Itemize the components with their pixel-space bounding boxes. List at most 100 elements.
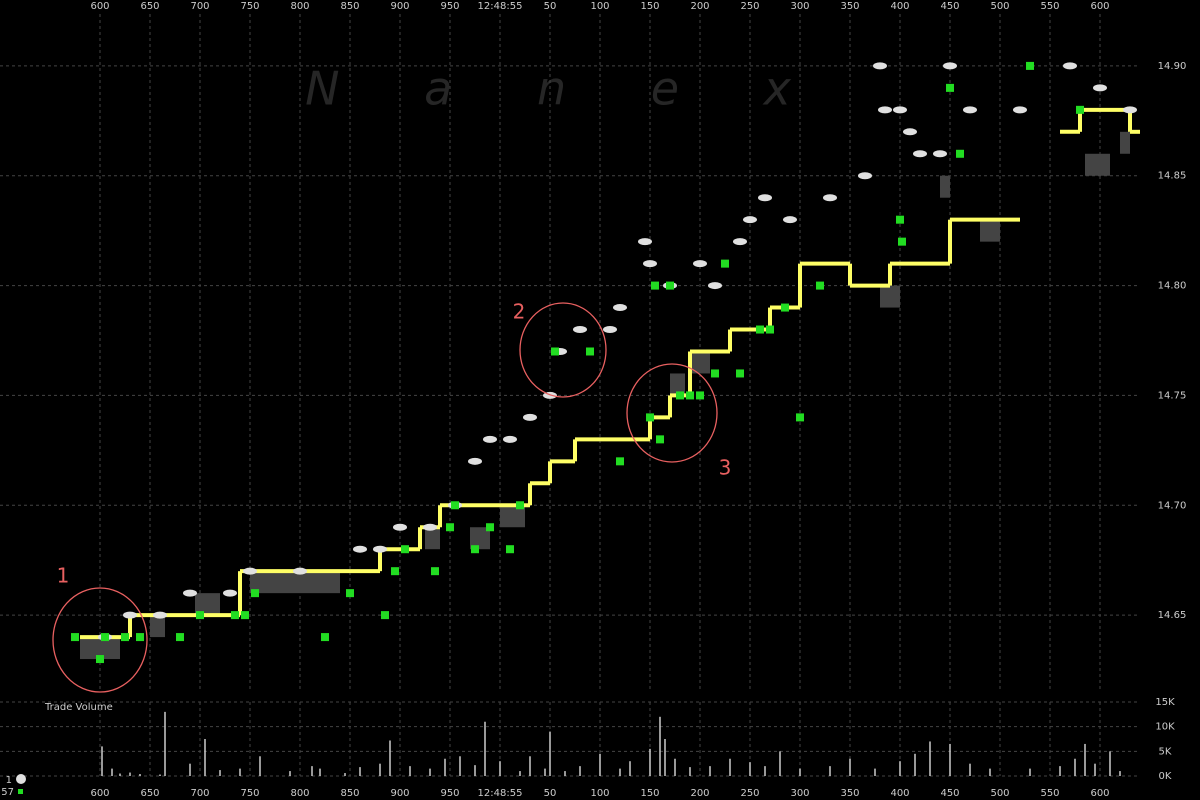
annotation-label: 1 (57, 564, 70, 588)
trade-square (486, 523, 494, 532)
trade-square (646, 413, 654, 422)
x-tick-label: 550 (1040, 1, 1059, 12)
trade-square (1076, 105, 1084, 114)
quote-dot (878, 106, 892, 114)
spread-box (670, 373, 685, 396)
spread-box (470, 527, 490, 550)
x-tick-label: 300 (790, 1, 809, 12)
quote-dot (183, 589, 197, 597)
x-tick-label: 12:48:55 (478, 788, 523, 799)
x-tick-label: 500 (990, 788, 1009, 799)
spread-box (150, 615, 165, 638)
trade-square (711, 369, 719, 378)
x-tick-label: 50 (544, 788, 557, 799)
trade-square (676, 391, 684, 400)
trade-square (516, 501, 524, 510)
quote-dot (743, 216, 757, 224)
x-tick-label: 350 (840, 1, 859, 12)
trade-square (766, 325, 774, 334)
trade-square (96, 655, 104, 664)
spread-box (425, 527, 440, 550)
x-tick-label: 400 (890, 1, 909, 12)
x-tick-label: 850 (340, 1, 359, 12)
quote-dot (153, 611, 167, 619)
annotation-circle (519, 302, 607, 398)
x-tick-label: 100 (590, 1, 609, 12)
quote-dot (693, 260, 707, 268)
spread-box (940, 175, 950, 198)
trade-square (586, 347, 594, 356)
quote-dot (293, 567, 307, 575)
trade-square (736, 369, 744, 378)
trade-square (71, 633, 79, 642)
trade-square (136, 633, 144, 642)
x-tick-label: 450 (940, 1, 959, 12)
x-tick-label: 550 (1040, 788, 1059, 799)
x-tick-label: 750 (240, 788, 259, 799)
trade-square (651, 281, 659, 290)
x-tick-label: 600 (90, 1, 109, 12)
trade-square (121, 633, 129, 642)
trade-square (616, 457, 624, 466)
quote-dot (373, 545, 387, 553)
quote-dot (243, 567, 257, 575)
trade-square (696, 391, 704, 400)
x-tick-label: 200 (690, 1, 709, 12)
volume-tick-label: 15K (1155, 697, 1175, 708)
y-tick-label: 14.70 (1158, 500, 1187, 511)
x-tick-label: 700 (190, 1, 209, 12)
trade-square (721, 259, 729, 268)
x-tick-label: 850 (340, 788, 359, 799)
quote-dot (1063, 62, 1077, 70)
y-tick-label: 14.75 (1158, 390, 1187, 401)
x-tick-label: 650 (140, 788, 159, 799)
quote-dot (873, 62, 887, 70)
annotation-circle (626, 363, 718, 463)
trade-square (101, 633, 109, 642)
spread-box (690, 351, 710, 374)
x-tick-label: 900 (390, 788, 409, 799)
x-tick-label: 750 (240, 1, 259, 12)
x-tick-label: 200 (690, 788, 709, 799)
trade-square (656, 435, 664, 444)
quote-dot (643, 260, 657, 268)
quote-dot (858, 172, 872, 180)
volume-tick-label: 0K (1159, 771, 1172, 782)
annotation-label: 2 (513, 300, 526, 324)
trade-square (346, 589, 354, 598)
trade-square (551, 347, 559, 356)
quote-dot (823, 194, 837, 202)
quote-dot (393, 523, 407, 531)
spread-box (880, 285, 900, 308)
quote-dot (523, 413, 537, 421)
x-tick-label: 150 (640, 1, 659, 12)
x-tick-label: 350 (840, 788, 859, 799)
trade-square (796, 413, 804, 422)
x-tick-label: 450 (940, 788, 959, 799)
x-tick-label: 650 (140, 1, 159, 12)
quote-dot (963, 106, 977, 114)
trade-square (321, 633, 329, 642)
trade-square (391, 567, 399, 576)
trade-square (381, 611, 389, 620)
x-tick-label: 800 (290, 1, 309, 12)
quote-dot (123, 611, 137, 619)
spread-box (195, 593, 220, 616)
trade-square (666, 281, 674, 290)
watermark: N a n e x (305, 62, 792, 116)
trade-square (446, 523, 454, 532)
trade-square (756, 325, 764, 334)
trade-square (898, 237, 906, 246)
x-tick-label: 100 (590, 788, 609, 799)
size-legend-dot (16, 774, 26, 784)
quote-dot (503, 435, 517, 443)
quote-dot (943, 62, 957, 70)
size-legend-label: 1 (6, 775, 12, 786)
spread-box (250, 571, 340, 594)
trade-square (506, 545, 514, 554)
spread-box (500, 505, 525, 528)
quote-dot (708, 282, 722, 290)
volume-tick-label: 5K (1159, 746, 1172, 757)
quote-dot (1013, 106, 1027, 114)
quote-dot (933, 150, 947, 158)
